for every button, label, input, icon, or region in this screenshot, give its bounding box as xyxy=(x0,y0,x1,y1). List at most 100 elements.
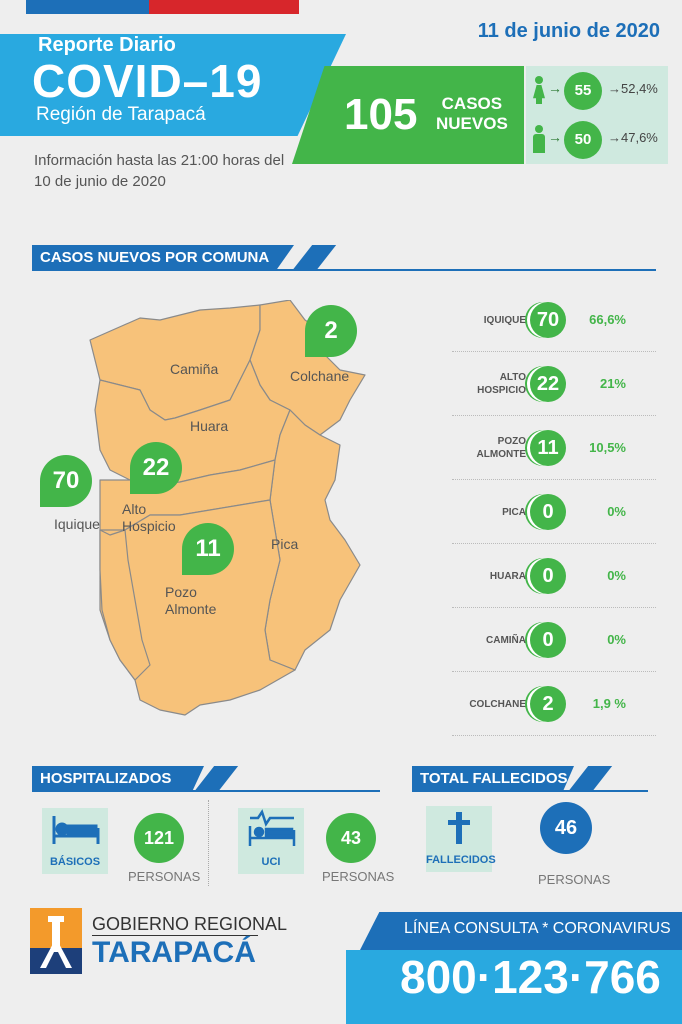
male-row: → 50 →47,6% xyxy=(526,115,668,164)
comuna-count: 2 xyxy=(530,686,566,722)
map-label-pozo-almonte: Pozo Almonte xyxy=(165,584,216,618)
section-header-hospitalizados: HOSPITALIZADOS xyxy=(32,766,204,792)
comuna-count: 22 xyxy=(530,366,566,402)
info-text: Información hasta las 21:00 horas del 10… xyxy=(34,152,285,190)
fallecidos-count: 46 xyxy=(540,802,592,854)
comuna-pct: 66,6% xyxy=(589,312,626,327)
comuna-row: POZO ALMONTE 11 10,5% xyxy=(452,416,656,480)
title-line1: Reporte Diario xyxy=(38,34,176,56)
gov-label: GOBIERNO REGIONAL xyxy=(92,914,288,934)
new-cases-label-1: CASOS xyxy=(441,94,503,113)
comuna-pct: 10,5% xyxy=(589,440,626,455)
female-row: → 55 →52,4% xyxy=(526,66,668,115)
new-cases-label-2: NUEVOS xyxy=(436,114,508,133)
comuna-count: 0 xyxy=(530,558,566,594)
section-underline xyxy=(32,790,380,792)
new-cases-box: 105 CASOS NUEVOS xyxy=(292,66,524,164)
header-stripe xyxy=(567,766,613,792)
title-line3: Región de Tarapacá xyxy=(36,104,206,125)
map-label-colchane: Colchane xyxy=(290,368,350,384)
comuna-name: COLCHANE xyxy=(469,698,526,710)
new-cases-count: 105 xyxy=(344,90,418,139)
map-label-almonte: Almonte xyxy=(165,601,217,617)
female-pct: →52,4% xyxy=(608,81,658,96)
map-pin-colchane: 2 xyxy=(305,305,357,357)
uci-unit: PERSONAS xyxy=(322,869,395,884)
comuna-count: 70 xyxy=(530,302,566,338)
fallecidos-unit: PERSONAS xyxy=(538,872,611,887)
section-underline xyxy=(32,269,656,271)
comuna-row: PICA 0 0% xyxy=(452,480,656,544)
comuna-count: 11 xyxy=(530,430,566,466)
map-label-hospicio: Hospicio xyxy=(122,518,176,534)
fallecidos-box: FALLECIDOS xyxy=(426,806,496,872)
fallecidos-label: FALLECIDOS xyxy=(426,854,496,866)
gov-name: TARAPACÁ xyxy=(92,936,256,969)
comuna-row: HUARA 0 0% xyxy=(452,544,656,608)
comuna-pct: 1,9 % xyxy=(592,696,626,711)
comuna-row: CAMIÑA 0 0% xyxy=(452,608,656,672)
section-header-comuna: CASOS NUEVOS POR COMUNA xyxy=(32,245,294,271)
comuna-pct: 0% xyxy=(607,632,626,647)
gender-breakdown: → 55 →52,4% → 50 →47,6% xyxy=(526,66,668,164)
uci-box: UCI xyxy=(238,808,304,874)
comuna-row: COLCHANE 2 1,9 % xyxy=(452,672,656,736)
section-underline xyxy=(412,790,648,792)
comuna-pct: 0% xyxy=(607,568,626,583)
uci-count: 43 xyxy=(326,813,376,863)
hospital-bed-icon xyxy=(52,816,100,844)
comuna-name: HUARA xyxy=(489,570,526,582)
comuna-name: CAMIÑA xyxy=(486,634,526,646)
comuna-name: POZO ALMONTE xyxy=(476,436,526,460)
top-flag-bar xyxy=(0,0,682,18)
comuna-row: ALTO HOSPICIO 22 21% xyxy=(452,352,656,416)
flag-blue-segment xyxy=(26,0,149,14)
comuna-name: PICA xyxy=(502,506,526,518)
map-label-alto: Alto xyxy=(122,501,147,517)
basicos-unit: PERSONAS xyxy=(128,869,201,884)
map-label-pica: Pica xyxy=(271,536,299,552)
new-cases-label: CASOS NUEVOS xyxy=(436,94,508,134)
comuna-count: 0 xyxy=(530,622,566,658)
comuna-count: 0 xyxy=(530,494,566,530)
title-line2: COVID–19 xyxy=(32,55,263,107)
gov-divider xyxy=(92,935,258,936)
icu-bed-icon xyxy=(248,809,296,846)
comuna-pct: 21% xyxy=(599,376,626,391)
flag-red-segment xyxy=(149,0,299,14)
section-header-fallecidos: TOTAL FALLECIDOS xyxy=(412,766,574,792)
male-pct: →47,6% xyxy=(608,130,658,145)
title-banner: Reporte Diario COVID–19 Región de Tarapa… xyxy=(0,34,346,136)
map-region-iquique xyxy=(99,529,151,681)
cross-icon xyxy=(448,812,470,844)
hotline-label: LÍNEA CONSULTA * CORONAVIRUS xyxy=(404,920,671,937)
map-pin-pozo-almonte: 11 xyxy=(182,523,234,575)
map-label-huara: Huara xyxy=(190,418,229,434)
basicos-label: BÁSICOS xyxy=(49,856,101,868)
phone-bar xyxy=(346,950,682,1024)
basicos-box: BÁSICOS xyxy=(42,808,108,874)
map-label-alto-hospicio: Alto Hospicio xyxy=(122,501,176,535)
hotline-bar xyxy=(360,912,682,950)
female-count: 55 xyxy=(564,72,602,110)
arrow-right-icon: → xyxy=(548,80,562,96)
map-pin-alto-hospicio: 22 xyxy=(130,442,182,494)
comuna-pct: 0% xyxy=(607,504,626,519)
comuna-row: IQUIQUE 70 66,6% xyxy=(452,288,656,352)
map-label-iquique: Iquique xyxy=(54,516,100,532)
comuna-name: ALTO HOSPICIO xyxy=(477,372,526,396)
header-stripe xyxy=(291,245,337,271)
arrow-right-icon: → xyxy=(548,129,562,145)
divider xyxy=(208,800,209,886)
gobierno-regional-logo xyxy=(30,908,82,974)
male-count: 50 xyxy=(564,121,602,159)
report-date: 11 de junio de 2020 xyxy=(477,20,660,42)
comuna-name: IQUIQUE xyxy=(483,314,526,326)
basicos-count: 121 xyxy=(134,813,184,863)
map-pin-iquique: 70 xyxy=(40,455,92,507)
uci-label: UCI xyxy=(261,856,281,868)
male-icon xyxy=(532,125,546,153)
hotline-phone[interactable]: 800·123·766 xyxy=(400,951,661,1003)
map-label-pozo: Pozo xyxy=(165,584,197,600)
region-map xyxy=(89,300,366,716)
